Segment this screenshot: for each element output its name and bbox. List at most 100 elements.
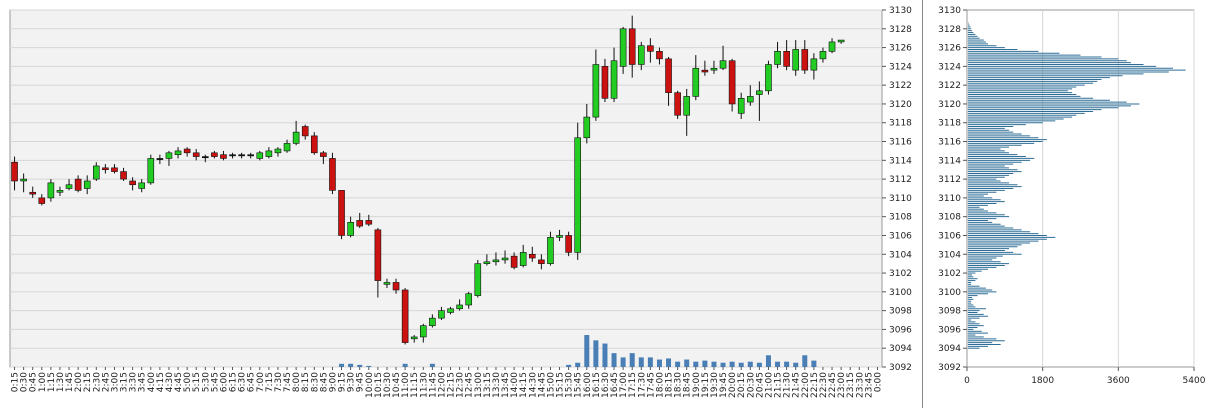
candle-body [610,60,618,99]
candle-body [783,51,790,67]
y-tick-label: 3092 [938,363,961,373]
y-tick-label: 3094 [938,344,961,354]
x-tick-label: 10:45 [392,372,402,398]
candle-body [29,191,37,195]
candle-body [147,158,155,184]
candle [628,15,636,78]
x-tick-label: 7:15 [265,372,275,392]
y-tick-label: 3118 [889,119,912,129]
candle [329,152,336,195]
volume-bar [366,365,372,367]
x-tick-label: 19:45 [719,372,729,398]
volume-bar [775,361,781,367]
x-tick-label: 8:15 [301,372,311,392]
x-tick-label: 4:30 [165,372,175,392]
candle [347,216,354,238]
candle-body [47,182,55,199]
candle [111,164,118,174]
volume-bar [729,361,735,367]
x-tick-label: 0:00 [873,372,883,392]
candle [837,39,845,44]
x-tick-label: 11:15 [410,372,420,398]
x-tick-label: 17:00 [619,372,629,398]
volume-bar [593,340,599,367]
candle [292,120,300,146]
x-tick-label: 5:15 [192,372,202,392]
y-tick-label: 3124 [889,62,912,72]
candle-body [601,66,609,99]
candle [610,47,618,103]
candle-body [674,92,681,116]
x-tick-label: 5:45 [210,372,220,392]
candle-body [365,220,373,225]
volume-bar [339,363,345,367]
candle [438,306,445,321]
y-tick-label: 3116 [938,138,961,148]
candle-body [229,154,236,157]
x-tick-label: 2:30 [92,372,102,392]
x-tick-label: 9:45 [356,372,366,392]
x-tick-label: 0:45 [29,372,39,392]
x-tick-label: 20:15 [737,372,747,398]
candle-body [111,167,118,172]
candle [192,149,200,161]
candle [310,132,318,155]
candlestick-chart: 3092 3094 3096 3098 3100 3102 3104 3106 3108 3110… [9,6,912,398]
candle-body [120,171,127,180]
x-tick-label: 6:45 [247,372,257,392]
candle-body [283,143,291,152]
x-tick-label: 7:30 [274,372,284,392]
profile-y-axis: 3092 3094 3096 3098 3100 3102 3104 3106 3108 3110… [938,6,967,373]
x-tick-label: 1:45 [65,372,75,392]
candle-body [465,293,473,306]
candle [256,150,264,161]
candle-body [301,126,309,137]
candle [474,259,482,298]
candle-body [483,261,491,264]
x-tick-label: 11:00 [401,372,411,398]
volume-bar [402,363,408,367]
x-tick-label: 3600 [1107,376,1130,386]
candle [674,90,681,119]
candle-body [637,45,645,65]
candle-body [565,235,572,253]
y-tick-label: 3124 [938,62,961,72]
candle-body [592,64,600,118]
candle [801,40,809,74]
candle [247,152,255,159]
profile-gridlines [1042,10,1195,367]
x-tick-label: 5400 [1183,376,1206,386]
candle [301,124,309,140]
y-tick-label: 3108 [889,213,912,223]
y-tick-label: 3092 [889,363,912,373]
candle [38,194,46,206]
profile-bars [968,22,1186,349]
y-tick-label: 3112 [938,175,961,185]
candle-body [419,325,427,338]
candle-body [801,49,809,71]
candle-body [837,39,845,43]
candle [456,299,463,311]
volume-bar [784,361,790,367]
x-tick-label: 12:15 [447,372,457,398]
volume-bar [566,364,572,367]
candle-body [102,167,109,171]
candle [392,278,400,294]
y-tick-label: 3112 [889,175,912,185]
volume-bar [720,362,726,367]
y-tick-label: 3126 [938,44,961,54]
y-tick-label: 3104 [938,250,961,260]
volume-bar [756,362,762,367]
candle-body [447,308,454,313]
volume-bar [711,361,717,367]
candle-body [619,28,627,67]
x-tick-label: 15:45 [574,372,584,398]
candle-body [756,90,763,95]
candle [483,254,491,266]
profile-x-axis: 0 1800 3600 5400 [964,367,1206,386]
candle-body [710,67,718,71]
candle-body [20,178,27,182]
volume-bar [656,359,662,367]
y-tick-label: 3128 [889,25,912,35]
candle-body [165,152,173,159]
